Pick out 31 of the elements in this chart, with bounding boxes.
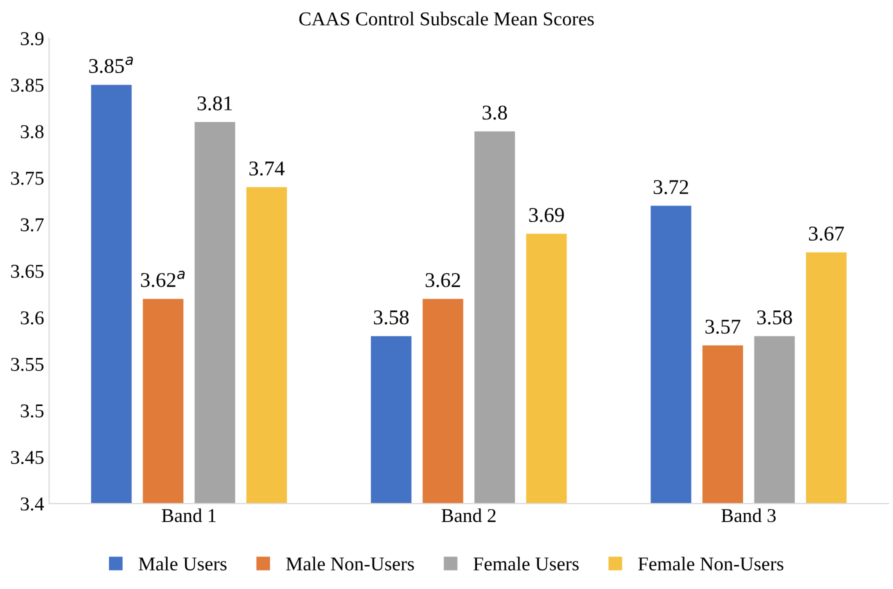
x-tick-label: Band 1 <box>162 508 216 522</box>
y-tick-label: 3.7 <box>20 218 44 232</box>
data-label: 3.81 <box>198 96 232 110</box>
data-label: 3.62 <box>426 273 460 288</box>
legend-label: Female Non-Users <box>638 556 784 570</box>
data-label: 3.69 <box>529 208 564 222</box>
legend-label: Male Users <box>138 556 227 570</box>
data-label: 3.57 <box>706 320 740 334</box>
chart-title: CAAS Control Subscale Mean Scores <box>299 12 594 26</box>
data-label: 3.72 <box>654 180 688 194</box>
y-tick-label: 3.6 <box>20 311 44 324</box>
data-label: 3.58 <box>374 310 409 324</box>
y-tick-label: 3.65 <box>11 264 44 278</box>
legend-label: Male Non-Users <box>286 556 414 570</box>
y-tick-label: 3.75 <box>11 172 44 185</box>
legend-label: Female Users <box>474 556 579 570</box>
data-label: 3.74 <box>249 162 285 176</box>
data-label: 3.58 <box>757 310 792 324</box>
data-label: 3.85$^{a}$ <box>89 56 133 74</box>
data-label: 3.67 <box>809 226 844 241</box>
y-tick-label: 3.4 <box>20 497 44 511</box>
x-tick-label: Band 3 <box>721 508 776 522</box>
y-tick-label: 3.8 <box>20 125 44 138</box>
y-tick-label: 3.9 <box>20 32 44 46</box>
x-tick-label: Band 2 <box>442 508 496 522</box>
y-tick-label: 3.45 <box>11 450 44 464</box>
data-label: 3.62$^{a}$ <box>141 270 185 288</box>
y-tick-label: 3.5 <box>20 404 44 418</box>
data-label: 3.8 <box>482 106 507 120</box>
y-tick-label: 3.85 <box>11 78 44 92</box>
y-tick-label: 3.55 <box>11 358 44 372</box>
